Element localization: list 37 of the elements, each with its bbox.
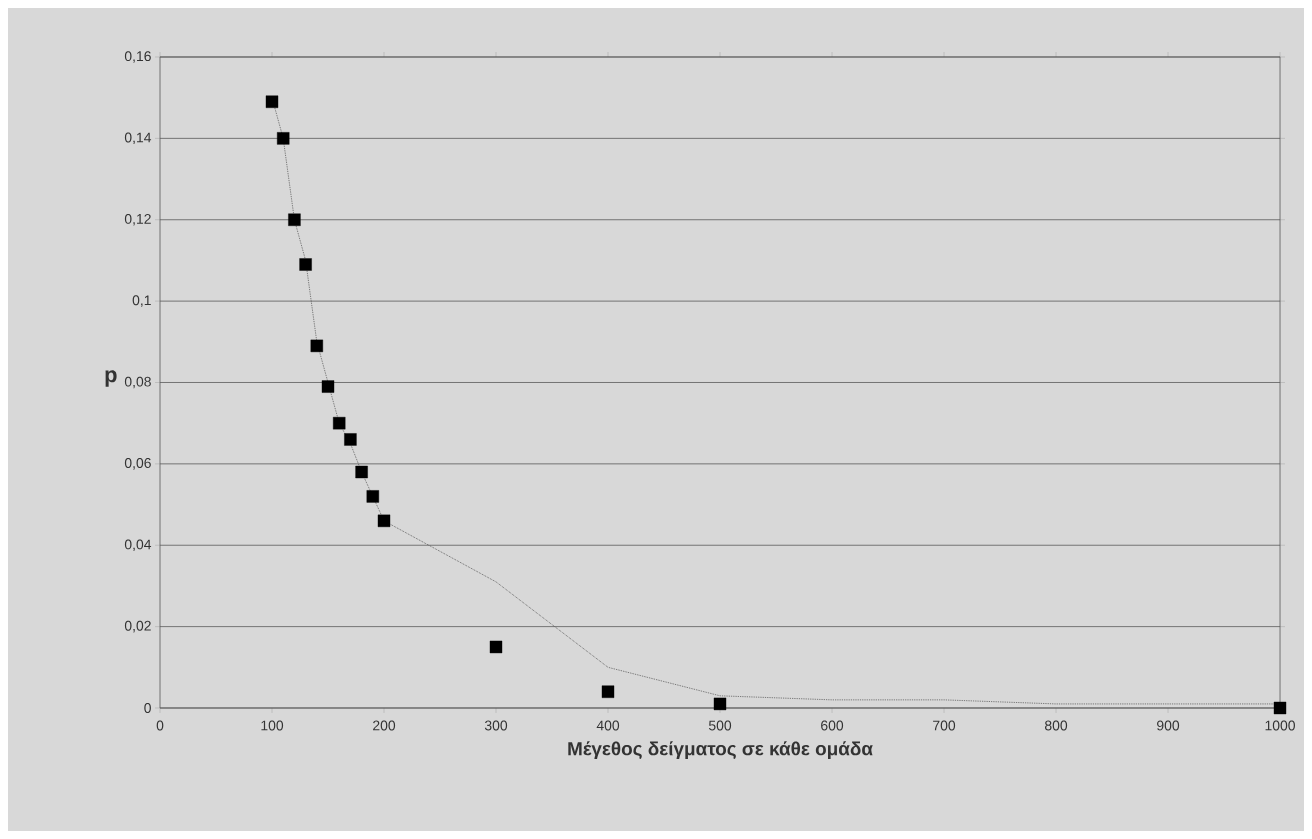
point	[299, 258, 312, 271]
x-tick-label: 800	[1044, 720, 1068, 731]
point	[321, 380, 335, 393]
x-tick-label: 300	[484, 720, 508, 731]
point	[713, 697, 727, 711]
point	[355, 465, 368, 479]
point	[310, 339, 324, 353]
y-tick-label: 0,08	[124, 376, 151, 389]
y-axis-title: p	[105, 370, 117, 387]
point	[366, 490, 380, 503]
x-tick-label: 400	[596, 720, 620, 731]
y-tick-label: 0	[144, 703, 151, 713]
x-tick-label: 900	[1157, 720, 1180, 731]
point	[333, 416, 346, 430]
point	[377, 514, 391, 528]
x-tick-label: 1000	[1265, 720, 1295, 731]
x-tick-label: 700	[933, 720, 956, 731]
y-tick-label: 0,04	[124, 539, 152, 551]
point	[277, 132, 290, 145]
point	[1273, 701, 1287, 715]
point	[288, 213, 301, 226]
x-tick-label: 200	[373, 720, 396, 731]
x-tick-label: 600	[821, 720, 844, 731]
x-tick-label: 0	[156, 720, 164, 731]
y-tick-label: 0,02	[124, 620, 151, 633]
point	[489, 640, 503, 654]
point	[601, 685, 615, 698]
y-tick-label: 0,14	[124, 132, 152, 145]
y-tick-label: 0,16	[124, 51, 151, 63]
x-axis-title: Μέγεθος δείγματος σε κάθε ομάδα	[568, 741, 873, 760]
point	[344, 433, 357, 446]
point	[265, 95, 279, 108]
y-tick-label: 0,12	[124, 213, 151, 226]
y-tick-label: 0,06	[124, 458, 151, 470]
x-tick-label: 500	[708, 720, 732, 731]
x-tick-label: 100	[261, 720, 284, 731]
y-tick-label: 0,1	[132, 295, 151, 307]
